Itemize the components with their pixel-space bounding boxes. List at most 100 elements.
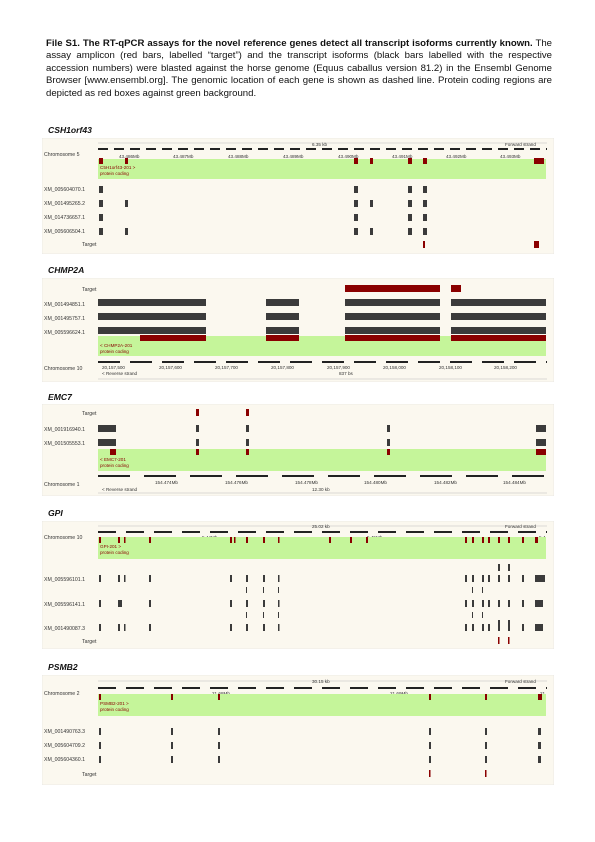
tick-label: 21.69Mb [390, 691, 408, 696]
tick-label: 43.491Mb [392, 154, 413, 159]
tick-label: 43.492Mb [446, 154, 467, 159]
tick-label: 20,158,100 [439, 365, 462, 370]
figure-caption: File S1. The RT-qPCR assays for the nove… [46, 38, 552, 100]
isoform-exons [98, 425, 546, 446]
tick-label: 20,157,900 [327, 365, 350, 370]
tick-label: 43.489Mb [283, 154, 304, 159]
tick-label: 154.474Mb [155, 480, 178, 485]
gene-title-psmb2: PSMB2 [48, 662, 78, 672]
transcript-type: protein coding [100, 171, 129, 176]
transcript-name: C5H1orf43-201 > [100, 165, 136, 170]
transcript-exons [99, 158, 544, 164]
transcript-exons [140, 335, 546, 341]
transcript-band [98, 449, 546, 471]
gene-panel-emc7: Target XM_001916940.1 XM_001505553.1 < E… [42, 404, 554, 496]
ticks: 43.486Mb 43.487Mb 43.488Mb 43.489Mb 43.4… [119, 154, 521, 159]
isoform-label: XM_001916940.1 [44, 427, 85, 433]
gene-panel-gpi: 25.02 kb Forward strand Chromosome 10 5.… [42, 521, 554, 649]
tick-label: 20,158,200 [494, 365, 517, 370]
target-label: Target [82, 242, 97, 248]
isoform-label: XM_001495265.2 [44, 201, 85, 207]
target-label: Target [82, 772, 97, 778]
gene-title-csh1orf43: CSH1orf43 [48, 125, 92, 135]
tick-label: 20,157,700 [215, 365, 238, 370]
transcript-exons [99, 694, 542, 700]
tick-label: 154.484Mb [503, 480, 526, 485]
isoform-label: XM_001505553.1 [44, 441, 85, 447]
isoform-label: XM_005596624.1 [44, 330, 85, 336]
ticks: 154.474Mb 154.476Mb 154.478Mb 154.480Mb … [155, 480, 526, 485]
tick-label: 21.68Mb [212, 691, 230, 696]
strand-label: Forward strand [505, 679, 536, 684]
gene-panel-chmp2a: Target XM_001494851.1 XM_001495757.1 XM_… [42, 278, 554, 382]
target-label: Target [82, 639, 97, 645]
isoform-exons-extra [498, 564, 510, 627]
strand-label: Forward strand [505, 524, 536, 529]
target-amplicon [423, 241, 539, 248]
target-amplicon [429, 770, 487, 777]
tick-label: 21. [540, 691, 546, 696]
chromosome-label: Chromosome 1 [44, 482, 80, 488]
tick-label: 154.478Mb [295, 480, 318, 485]
panel-background [42, 675, 554, 785]
chromosome-label: Chromosome 2 [44, 691, 80, 697]
scale-label: 30.15 kb [312, 679, 330, 684]
isoform-label: XM_014736657.1 [44, 215, 85, 221]
scale-label: 837 bs [339, 371, 353, 376]
ticks: 21.68Mb 21.69Mb 21. [212, 691, 546, 696]
tick-label: 43.487Mb [173, 154, 194, 159]
isoform-exons [98, 299, 546, 334]
isoform-exons [99, 186, 427, 235]
tick-label: 20,158,000 [383, 365, 406, 370]
transcript-name: PSMB2-201 > [100, 701, 129, 706]
gene-title-emc7: EMC7 [48, 392, 72, 402]
tick-label: 154.482Mb [434, 480, 457, 485]
transcript-band [98, 694, 546, 716]
strand-label: Forward strand [505, 142, 536, 147]
isoform-label: XM_001494851.1 [44, 302, 85, 308]
tick-label: 43.488Mb [228, 154, 249, 159]
strand-label: < Reverse strand [102, 371, 138, 376]
tick-label: 43.490Mb [338, 154, 359, 159]
caption-body: The assay amplicon (red bars, labelled “… [46, 38, 552, 99]
transcript-band [98, 537, 546, 559]
transcript-type: protein coding [100, 463, 129, 468]
target-amplicon [196, 409, 249, 416]
tick-label: 20,157,500 [102, 365, 125, 370]
transcript-band [98, 159, 546, 179]
transcript-exons [110, 449, 546, 455]
chromosome-label: Chromosome 5 [44, 152, 80, 158]
scale-label: 25.02 kb [312, 524, 330, 529]
transcript-type: protein coding [100, 550, 129, 555]
scale-label: 12.30 kb [312, 487, 330, 492]
ticks: 20,157,500 20,157,600 20,157,700 20,157,… [102, 365, 517, 370]
transcript-type: protein coding [100, 707, 129, 712]
gene-panel-csh1orf43: 6.35 kb Forward strand Chromosome 5 43.4… [42, 138, 554, 254]
chromosome-label: Chromosome 10 [44, 535, 82, 541]
isoform-exons [99, 728, 541, 763]
target-label: Target [82, 411, 97, 417]
isoform-label: XM_005596101.1 [44, 577, 85, 583]
isoform-label: XM_001495757.1 [44, 316, 85, 322]
target-amplicon [345, 285, 461, 292]
gene-title-gpi: GPI [48, 508, 63, 518]
gene-panel-psmb2: 30.15 kb Forward strand Chromosome 2 21.… [42, 675, 554, 785]
strand-label: < Reverse strand [102, 487, 138, 492]
tick-label: 20,157,800 [271, 365, 294, 370]
gene-title-chmp2a: CHMP2A [48, 265, 85, 275]
transcript-name: GPI-201 > [100, 544, 121, 549]
isoform-label: XM_005596141.1 [44, 602, 85, 608]
isoform-exons [99, 575, 545, 631]
transcript-type: protein coding [100, 349, 129, 354]
tick-label: 43.493Mb [500, 154, 521, 159]
isoform-label: XM_005606504.1 [44, 229, 85, 235]
isoform-label: XM_001490763.3 [44, 729, 85, 735]
chromosome-label: Chromosome 10 [44, 366, 82, 372]
caption-bold: File S1. The RT-qPCR assays for the nove… [46, 38, 533, 49]
isoform-label: XM_005604070.1 [44, 187, 85, 193]
tick-label: 154.476Mb [225, 480, 248, 485]
target-label: Target [82, 287, 97, 293]
isoform-label: XM_005604360.1 [44, 757, 85, 763]
tick-label: 20,157,600 [159, 365, 182, 370]
isoform-label: XM_005604709.2 [44, 743, 85, 749]
